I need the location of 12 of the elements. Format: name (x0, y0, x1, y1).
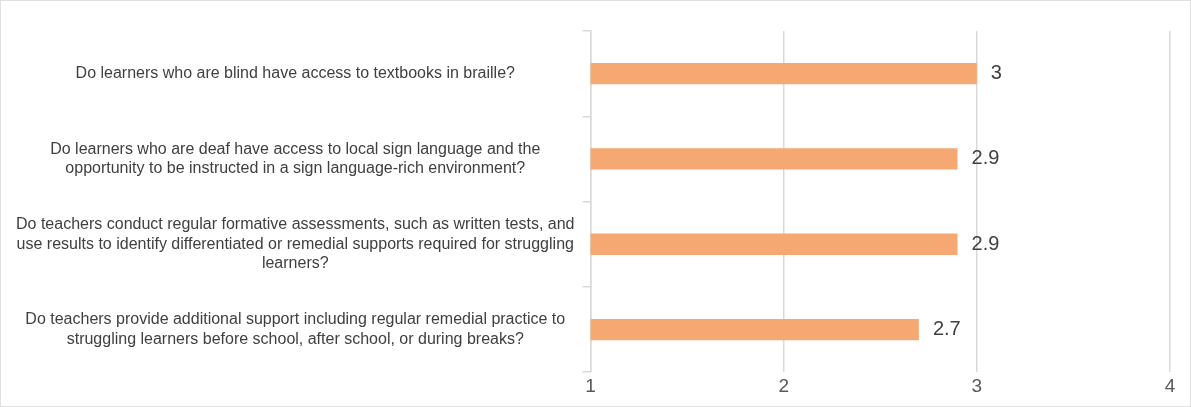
y-tick-label: Do learners who are blind have access to textbooks in braille? (75, 64, 516, 82)
data-label: 2.9 (971, 231, 1000, 254)
data-label: 2.9 (971, 146, 1000, 169)
x-tick-label: 3 (971, 374, 983, 396)
data-label: 2.7 (932, 317, 961, 340)
x-tick-label: 1 (585, 374, 596, 396)
y-tick-label: Do learners who are deaf have access to local sign language and the opportunity to be instructed in a sign language-rich environment? (50, 139, 541, 176)
y-tick-label: Do teachers provide additional support including regular remedial practice to struggling learners before school, after school, or during breaks? (25, 310, 566, 347)
data-label: 3 (990, 61, 1002, 84)
y-tick-label: Do teachers conduct regular formative assessments, such as written tests, and use results to identify differentiated or remedial supports required for struggling learners? (16, 215, 575, 271)
x-tick-label: 2 (778, 374, 789, 396)
x-tick-label: 4 (1164, 374, 1176, 396)
